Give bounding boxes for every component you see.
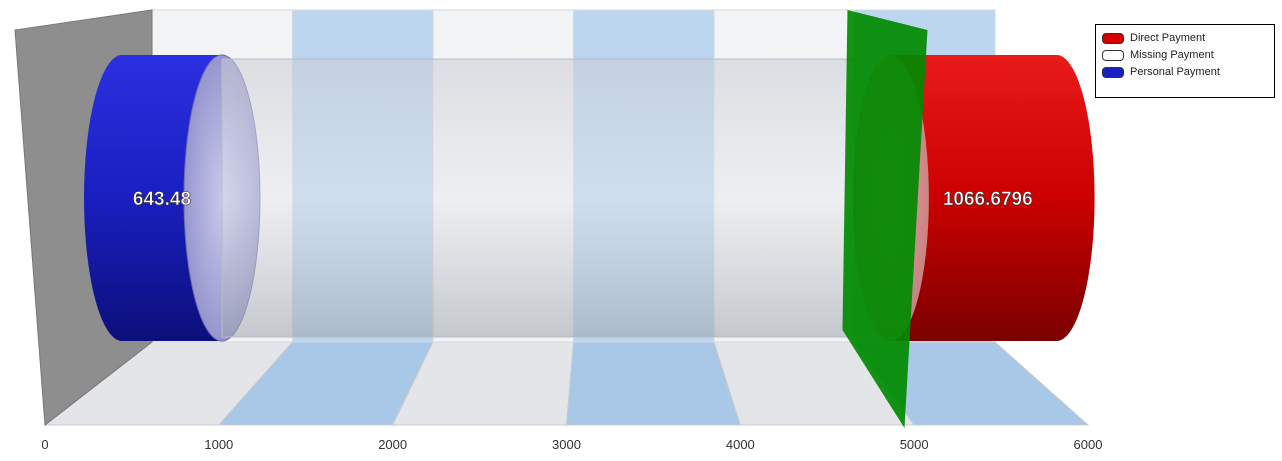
labels-layer: 643.48 1066.6796: [133, 189, 1033, 211]
reference-plane: [842, 10, 928, 428]
floor-band: [565, 341, 742, 426]
x-tick-label: 2000: [378, 437, 407, 452]
legend-label: Direct Payment: [1130, 32, 1206, 44]
legend-swatch-personal-payment: [1102, 66, 1124, 78]
x-tick-label: 6000: [1074, 437, 1103, 452]
legend-item-missing-payment: Missing Payment: [1102, 47, 1268, 63]
x-ticks-layer: 0 1000 2000 3000 4000 5000 6000: [41, 437, 1102, 452]
x-tick-label: 3000: [552, 437, 581, 452]
floor-layer: [43, 341, 1090, 426]
legend-item-direct-payment: Direct Payment: [1102, 30, 1268, 46]
bar-missing-payment: [221, 58, 892, 338]
x-tick-label: 5000: [900, 437, 929, 452]
x-tick-label: 0: [41, 437, 48, 452]
x-tick-label: 4000: [726, 437, 755, 452]
x-tick-label: 1000: [204, 437, 233, 452]
legend-label: Missing Payment: [1130, 49, 1214, 61]
legend-item-personal-payment: Personal Payment: [1102, 64, 1268, 80]
data-label: 1066.6796: [943, 189, 1033, 210]
legend: Direct Payment Missing Payment Personal …: [1095, 24, 1275, 98]
legend-swatch-missing-payment: [1102, 49, 1124, 61]
legend-swatch-direct-payment: [1102, 32, 1124, 44]
reference-plane-layer: [842, 10, 928, 428]
legend-label: Personal Payment: [1130, 66, 1220, 78]
data-label: 643.48: [133, 189, 191, 210]
